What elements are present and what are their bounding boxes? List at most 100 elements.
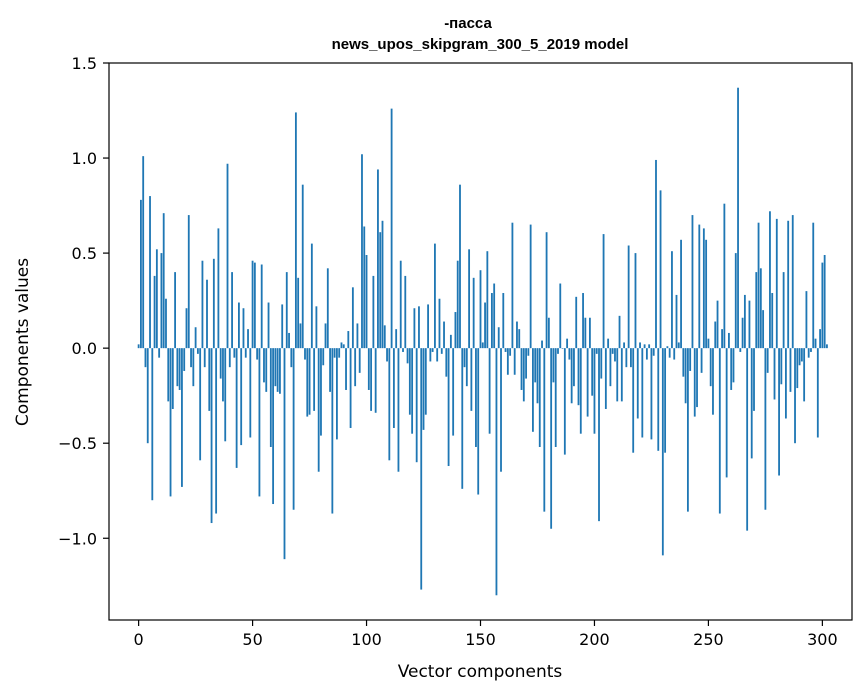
bar-249 (705, 239, 708, 349)
bar-128 (429, 348, 432, 362)
chart-subtitle: news_upos_skipgram_300_5_2019 model (332, 36, 629, 53)
bar-290 (798, 348, 801, 366)
bar-213 (623, 342, 625, 349)
bar-142 (461, 348, 464, 489)
bar-37 (222, 348, 224, 402)
bar-260 (730, 348, 733, 390)
bar-273 (759, 268, 762, 349)
bar-134 (443, 321, 445, 349)
bar-176 (538, 348, 541, 447)
bar-125 (422, 348, 425, 430)
bar-169 (522, 348, 525, 402)
bar-78 (315, 306, 318, 349)
bar-25 (194, 327, 197, 349)
bar-76 (310, 243, 313, 349)
bar-27 (199, 348, 202, 461)
bar-13 (167, 348, 170, 402)
bar-60 (274, 348, 277, 387)
bar-103 (372, 275, 375, 349)
bar-29 (203, 348, 206, 368)
bar-50 (251, 260, 254, 349)
bar-94 (351, 287, 354, 349)
bar-136 (447, 348, 450, 467)
bar-270 (753, 348, 755, 411)
y-tick-label: 1.0 (72, 149, 97, 168)
chart-title: -пасса (444, 15, 492, 32)
bar-289 (796, 348, 799, 389)
bar-45 (240, 348, 243, 446)
bar-137 (449, 334, 452, 349)
x-axis: 0 50 100 150 200 250 300 (134, 620, 838, 649)
bar-62 (279, 348, 281, 394)
bar-171 (527, 348, 530, 356)
bar-294 (807, 348, 810, 358)
bar-243 (691, 215, 694, 349)
bar-237 (677, 342, 680, 349)
bar-300 (821, 262, 824, 349)
bar-54 (260, 264, 263, 349)
bar-212 (620, 348, 623, 402)
bar-7 (153, 275, 156, 349)
bar-26 (196, 348, 199, 354)
bar-147 (472, 277, 475, 349)
bar-280 (775, 218, 778, 349)
bar-244 (693, 348, 696, 417)
bar-83 (326, 268, 329, 349)
bar-65 (285, 272, 288, 349)
bar-227 (655, 159, 657, 349)
bar-291 (800, 348, 803, 362)
bar-183 (554, 348, 557, 447)
bar-265 (741, 317, 744, 349)
bar-52 (256, 348, 259, 360)
bar-115 (399, 260, 402, 349)
bar-43 (235, 348, 238, 468)
bar-199 (591, 348, 594, 396)
bar-263 (737, 87, 739, 349)
bar-14 (169, 348, 172, 497)
bar-193 (577, 348, 580, 406)
bar-21 (185, 308, 188, 349)
bar-119 (408, 348, 411, 415)
y-tick-label: 0.0 (72, 339, 97, 358)
bar-170 (525, 348, 527, 379)
bar-20 (183, 348, 186, 371)
bar-126 (424, 348, 427, 415)
bar-144 (465, 348, 468, 387)
bar-129 (431, 348, 434, 352)
bar-279 (773, 348, 776, 400)
bar-182 (552, 348, 555, 383)
bar-10 (160, 253, 163, 349)
bar-110 (388, 348, 391, 461)
x-tick-label: 50 (242, 630, 262, 649)
bar-190 (570, 348, 573, 404)
bar-210 (616, 348, 619, 402)
x-tick-label: 150 (465, 630, 496, 649)
bar-172 (529, 224, 532, 349)
bar-258 (725, 348, 728, 478)
bar-77 (313, 348, 316, 411)
bar-105 (377, 169, 379, 349)
bar-234 (671, 251, 673, 349)
bar-154 (488, 348, 491, 434)
bar-274 (762, 310, 765, 349)
bar-68 (292, 348, 295, 510)
bar-236 (675, 294, 678, 349)
bar-259 (728, 332, 730, 349)
plot-area (137, 87, 828, 596)
bar-228 (657, 348, 660, 451)
bar-268 (748, 300, 751, 349)
bar-56 (265, 348, 268, 392)
bar-204 (602, 234, 605, 349)
bar-253 (714, 321, 717, 349)
bar-275 (764, 348, 767, 510)
bar-195 (582, 293, 584, 349)
bar-111 (390, 108, 393, 349)
bar-266 (743, 294, 746, 349)
bar-245 (696, 348, 698, 408)
bar-207 (609, 348, 612, 387)
bar-57 (267, 302, 270, 349)
bar-206 (607, 338, 610, 349)
bar-17 (176, 348, 179, 387)
bar-192 (575, 296, 578, 349)
x-tick-label: 200 (579, 630, 610, 649)
